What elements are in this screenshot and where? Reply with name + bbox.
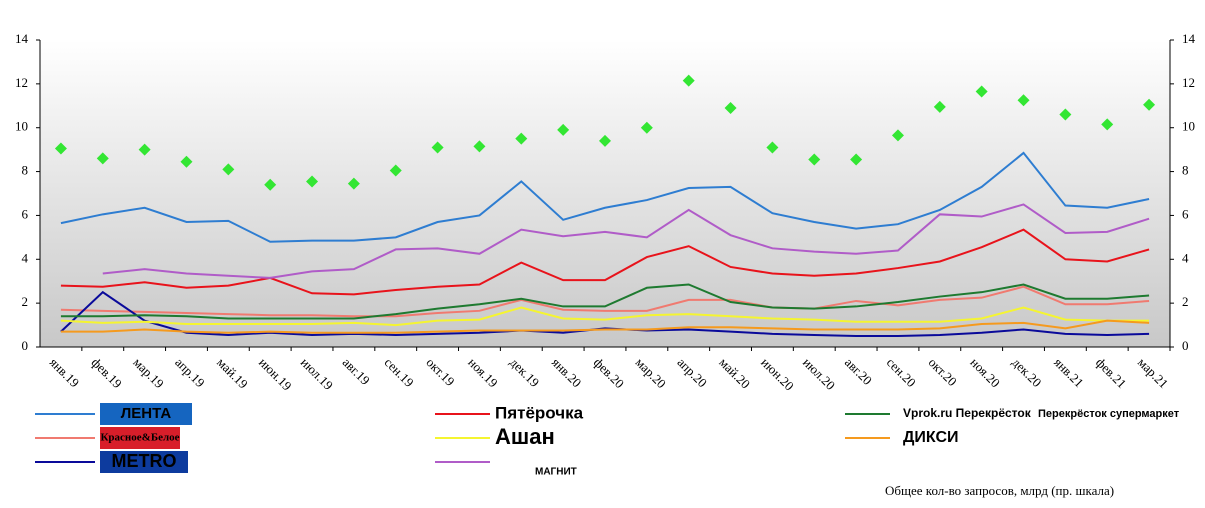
y2-tick-label: 4 bbox=[1182, 250, 1189, 265]
legend-label: ДИКСИ bbox=[903, 429, 959, 446]
point bbox=[347, 177, 360, 190]
line bbox=[60, 285, 1150, 318]
point bbox=[640, 121, 653, 134]
x-tick-label: дек.19 bbox=[507, 355, 542, 390]
point bbox=[557, 123, 570, 136]
y2-tick-label: 0 bbox=[1182, 338, 1189, 353]
legend-logo-bg bbox=[100, 403, 192, 425]
x-tick-label: сен.20 bbox=[884, 355, 919, 390]
y2-tick-label: 2 bbox=[1182, 294, 1189, 309]
point bbox=[473, 140, 486, 153]
x-tick-label: июн.19 bbox=[256, 355, 295, 394]
y-tick-label: 12 bbox=[15, 75, 28, 90]
legend-label: Красное&Белое bbox=[100, 432, 179, 444]
x-tick-label: июл.20 bbox=[800, 355, 838, 393]
line bbox=[102, 203, 1150, 279]
legend-label: Ашан bbox=[495, 424, 555, 449]
x-tick-label: мар.20 bbox=[633, 355, 670, 392]
x-tick-label: янв.20 bbox=[549, 355, 585, 391]
legend-logo-bg bbox=[100, 427, 180, 449]
legend-label: МАГНИТ bbox=[535, 467, 577, 478]
point bbox=[724, 101, 737, 114]
plot-area bbox=[40, 40, 1170, 347]
x-tick-label: мар.19 bbox=[130, 355, 167, 392]
point bbox=[138, 143, 151, 156]
x-tick-label: окт.20 bbox=[926, 355, 960, 389]
point bbox=[1059, 108, 1072, 121]
point bbox=[306, 175, 319, 188]
x-tick-label: ноя.19 bbox=[465, 355, 501, 391]
y-tick-label: 14 bbox=[15, 31, 29, 46]
x-tick-label: мар.21 bbox=[1135, 355, 1172, 392]
x-tick-label: авг.20 bbox=[842, 355, 875, 388]
y2-tick-label: 10 bbox=[1182, 119, 1195, 134]
y2-tick-label: 8 bbox=[1182, 163, 1189, 178]
point bbox=[850, 153, 863, 166]
x-tick-label: фев.20 bbox=[591, 355, 627, 391]
line bbox=[60, 290, 1150, 338]
point bbox=[264, 178, 277, 191]
y2-tick-label: 6 bbox=[1182, 206, 1189, 221]
y2-tick-label: 14 bbox=[1182, 31, 1196, 46]
legend-extra-logo: Перекрёсток супермаркет bbox=[1038, 408, 1180, 420]
x-tick-label: май.19 bbox=[214, 355, 251, 392]
x-tick-label: окт.19 bbox=[423, 355, 457, 389]
x-tick-label: апр.20 bbox=[674, 355, 710, 391]
x-tick-label: июл.19 bbox=[298, 355, 336, 393]
x-tick-label: июн.20 bbox=[758, 355, 797, 394]
x-tick-label: авг.19 bbox=[340, 355, 373, 388]
point bbox=[1017, 94, 1030, 107]
legend-label: METRO bbox=[112, 451, 177, 471]
point bbox=[222, 163, 235, 176]
x-tick-label: май.20 bbox=[716, 355, 753, 392]
x-tick-label: фев.19 bbox=[89, 355, 125, 391]
point bbox=[389, 164, 402, 177]
point bbox=[180, 155, 193, 168]
y-tick-label: 2 bbox=[22, 294, 29, 309]
x-tick-label: фев.21 bbox=[1093, 355, 1129, 391]
point bbox=[891, 129, 904, 142]
point bbox=[515, 132, 528, 145]
x-tick-label: янв.19 bbox=[47, 355, 83, 391]
legend-logo-bg bbox=[100, 451, 188, 473]
line bbox=[60, 283, 1150, 320]
x-tick-label: сен.19 bbox=[382, 355, 417, 390]
legend-label: Vprok.ru Перекрёсток bbox=[903, 406, 1032, 420]
point bbox=[682, 74, 695, 87]
x-tick-label: дек.20 bbox=[1009, 355, 1044, 390]
legend-label: Пятёрочка bbox=[495, 403, 584, 422]
x-tick-label: апр.19 bbox=[172, 355, 208, 391]
point bbox=[431, 141, 444, 154]
point bbox=[1143, 98, 1156, 111]
y-tick-label: 6 bbox=[22, 206, 29, 221]
legend-label: ЛЕНТА bbox=[121, 405, 172, 422]
y-tick-label: 8 bbox=[22, 163, 29, 178]
y-tick-label: 10 bbox=[15, 119, 28, 134]
line bbox=[60, 151, 1150, 243]
y2-tick-label: 12 bbox=[1182, 75, 1195, 90]
point bbox=[933, 100, 946, 113]
legend-label: Общее кол-во запросов, млрд (пр. шкала) bbox=[885, 483, 1114, 498]
point bbox=[975, 85, 988, 98]
y-tick-label: 4 bbox=[22, 250, 29, 265]
x-tick-label: янв.21 bbox=[1051, 355, 1087, 391]
line bbox=[60, 306, 1150, 327]
point bbox=[54, 142, 67, 155]
point bbox=[599, 134, 611, 147]
line bbox=[60, 228, 1150, 296]
y-tick-label: 0 bbox=[22, 338, 29, 353]
point bbox=[808, 153, 821, 166]
x-tick-label: ноя.20 bbox=[967, 355, 1003, 391]
point bbox=[766, 141, 779, 154]
line bbox=[60, 319, 1150, 334]
point bbox=[1101, 118, 1114, 131]
point bbox=[96, 152, 109, 165]
